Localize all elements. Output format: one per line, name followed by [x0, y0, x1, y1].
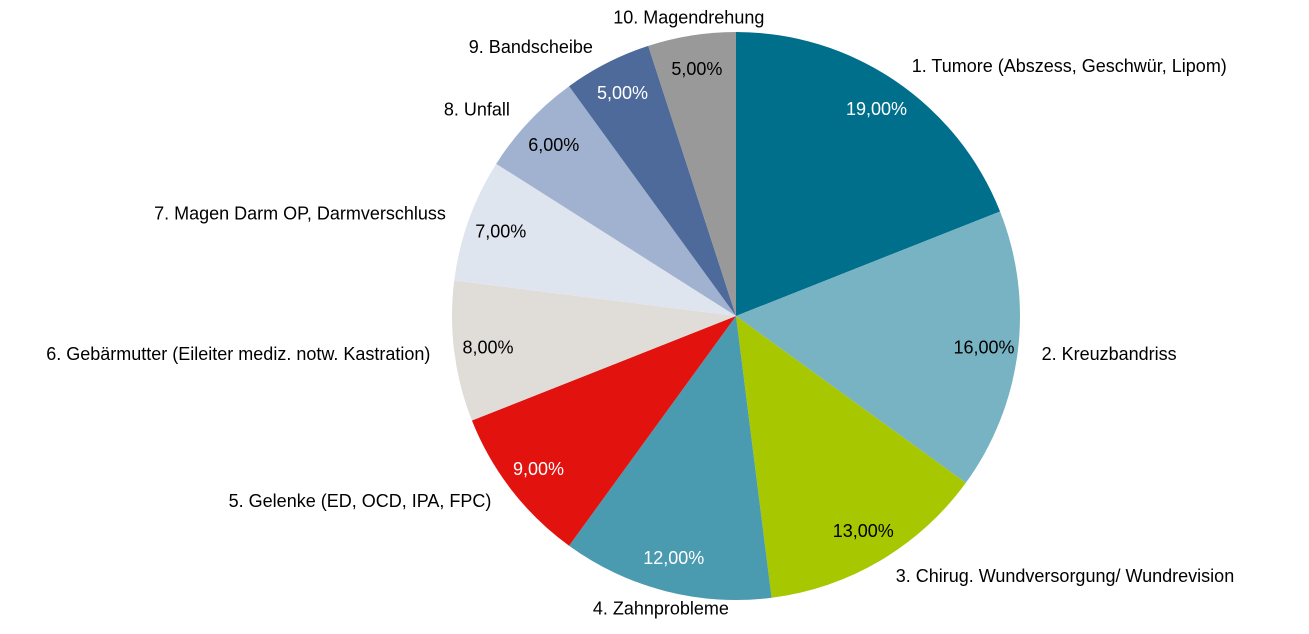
pie-slice-1	[736, 32, 1001, 316]
slice-category-label-7: 7. Magen Darm OP, Darmverschluss	[154, 204, 446, 224]
pie-slice-9	[569, 45, 736, 317]
slice-category-label-6: 6. Gebärmutter (Eileiter mediz. notw. Ka…	[46, 344, 430, 364]
slice-value-label-4: 12,00%	[643, 548, 704, 568]
slice-category-label-3: 3. Chirug. Wundversorgung/ Wundrevision	[896, 566, 1235, 586]
category-labels-layer: 1. Tumore (Abszess, Geschwür, Lipom) 2. K…	[46, 8, 1234, 619]
slice-category-label-8: 8. Unfall	[444, 99, 510, 119]
slice-value-label-6: 8,00%	[462, 337, 513, 357]
slice-value-label-3: 13,00%	[833, 521, 894, 541]
slices-layer	[451, 32, 1021, 600]
slice-value-label-2: 16,00%	[953, 337, 1014, 357]
slice-value-label-8: 6,00%	[528, 135, 579, 155]
slice-value-label-1: 19,00%	[846, 99, 907, 119]
pie-slice-6	[451, 280, 736, 421]
pie-slice-2	[736, 211, 1021, 483]
pie-slice-4	[569, 316, 772, 600]
pie-slice-10	[648, 32, 736, 316]
value-labels-layer: 19,00% 16,00% 13,00% 12,00% 9,00% 8,00% 7,00% 6…	[462, 59, 1014, 568]
slice-value-label-9: 5,00%	[597, 83, 648, 103]
pie-slice-3	[736, 316, 966, 598]
pie-slice-7	[454, 163, 736, 316]
slice-category-label-5: 5. Gelenke (ED, OCD, IPA, FPC)	[229, 491, 492, 511]
pie-slice-5	[471, 316, 736, 546]
slice-category-label-2: 2. Kreuzbandriss	[1042, 344, 1177, 364]
pie-slice-8	[496, 86, 736, 317]
slice-category-label-10: 10. Magendrehung	[613, 8, 764, 28]
slice-category-label-4: 4. Zahnprobleme	[593, 599, 729, 619]
slice-value-label-5: 9,00%	[513, 459, 564, 479]
slice-category-label-9: 9. Bandscheibe	[469, 37, 593, 57]
slice-value-label-10: 5,00%	[671, 59, 722, 79]
slice-value-label-7: 7,00%	[475, 221, 526, 241]
slice-category-label-1: 1. Tumore (Abszess, Geschwür, Lipom)	[912, 56, 1227, 76]
